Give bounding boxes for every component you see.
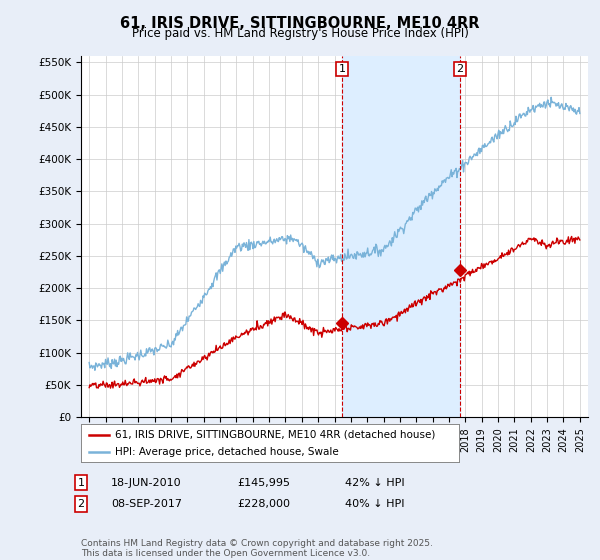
Text: 40% ↓ HPI: 40% ↓ HPI [345, 499, 404, 509]
Text: £228,000: £228,000 [237, 499, 290, 509]
Text: £145,995: £145,995 [237, 478, 290, 488]
Text: 61, IRIS DRIVE, SITTINGBOURNE, ME10 4RR (detached house): 61, IRIS DRIVE, SITTINGBOURNE, ME10 4RR … [115, 430, 436, 440]
Text: 1: 1 [338, 64, 346, 74]
Text: 2: 2 [77, 499, 85, 509]
Text: 2: 2 [457, 64, 464, 74]
Bar [342, 56, 460, 417]
Text: Price paid vs. HM Land Registry's House Price Index (HPI): Price paid vs. HM Land Registry's House … [131, 27, 469, 40]
Text: 1: 1 [77, 478, 85, 488]
Text: 08-SEP-2017: 08-SEP-2017 [111, 499, 182, 509]
Text: 42% ↓ HPI: 42% ↓ HPI [345, 478, 404, 488]
Text: 61, IRIS DRIVE, SITTINGBOURNE, ME10 4RR: 61, IRIS DRIVE, SITTINGBOURNE, ME10 4RR [120, 16, 480, 31]
Text: 18-JUN-2010: 18-JUN-2010 [111, 478, 182, 488]
Text: HPI: Average price, detached house, Swale: HPI: Average price, detached house, Swal… [115, 447, 339, 458]
Text: Contains HM Land Registry data © Crown copyright and database right 2025.
This d: Contains HM Land Registry data © Crown c… [81, 539, 433, 558]
